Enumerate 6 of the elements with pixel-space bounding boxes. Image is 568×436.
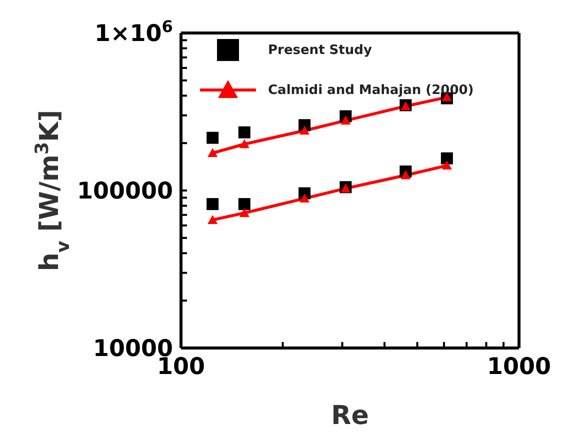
x-axis-title: Re xyxy=(331,401,369,431)
legend-label: Present Study xyxy=(268,42,372,58)
y-tick-label: 100000 xyxy=(76,178,173,204)
legend-label: Calmidi and Mahajan (2000) xyxy=(268,82,474,98)
y-tick-label: 1×10$^{6}$ xyxy=(94,16,173,47)
x-tick-label: 1000 xyxy=(486,354,552,380)
